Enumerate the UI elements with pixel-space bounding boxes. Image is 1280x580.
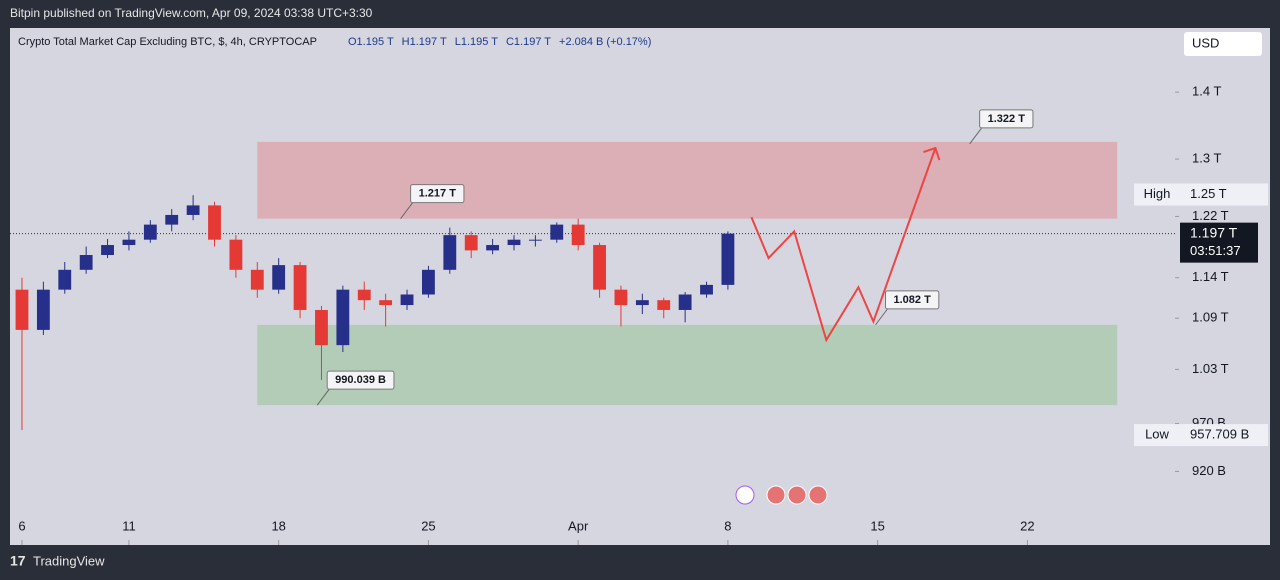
y-tick-label: 920 B: [1192, 463, 1226, 478]
candle-body: [379, 300, 393, 306]
callout: 1.082 T: [875, 290, 940, 326]
candle-body: [400, 294, 414, 306]
candle-body: [528, 239, 542, 241]
x-tick-label: 25: [421, 518, 435, 533]
candle-body: [422, 269, 435, 295]
event-icons: [735, 485, 828, 505]
callout-label: 990.039 B: [335, 374, 386, 386]
callout-box: [410, 184, 465, 204]
high-name: High: [1144, 186, 1171, 201]
chart-pane: [10, 28, 1270, 545]
callout-label: 1.082 T: [894, 294, 932, 306]
candle-body: [657, 300, 671, 310]
candle-body: [464, 235, 478, 251]
x-tick-label: 6: [18, 518, 25, 533]
currency[interactable]: USD: [1192, 35, 1219, 50]
brand-logo: 17: [10, 553, 26, 569]
candle-body: [593, 245, 606, 290]
callout: 1.217 T: [400, 184, 465, 219]
currency-button[interactable]: [1184, 32, 1262, 56]
candle-body: [486, 245, 500, 251]
callout-pointer: [875, 308, 888, 326]
candle-body: [635, 300, 649, 306]
low-name: Low: [1145, 427, 1169, 442]
candle-body: [336, 289, 350, 346]
x-tick-label: Apr: [568, 518, 589, 533]
candle-body: [186, 205, 200, 215]
callout-box: [979, 109, 1034, 129]
callout-pointer: [400, 202, 414, 219]
chart-title: Crypto Total Market Cap Excluding BTC, $…: [18, 36, 317, 48]
candle-body: [36, 289, 50, 330]
y-tick-label: 1.4 T: [1192, 84, 1221, 99]
candle-body: [571, 224, 585, 246]
x-tick-label: 11: [122, 518, 136, 533]
x-tick-label: 15: [870, 518, 884, 533]
current-price: 1.197 T: [1190, 224, 1238, 240]
candle-body: [143, 224, 157, 240]
current-price-tag: [1180, 222, 1258, 263]
x-tick-label: 18: [271, 518, 285, 533]
candle-body: [614, 289, 628, 306]
candle-body: [250, 269, 264, 290]
ohlc-value: +2.084 B (+0.17%): [559, 36, 651, 48]
publisher: Bitpin published on TradingView.com, Apr…: [10, 6, 373, 20]
low-tag: [1134, 424, 1180, 447]
y-tick-label: 1.3 T: [1192, 151, 1221, 166]
callout-box: [885, 290, 940, 310]
high-value-tag: [1180, 183, 1268, 206]
callout-label: 1.217 T: [419, 188, 457, 200]
candle-body: [357, 289, 371, 301]
candle-body: [700, 284, 713, 295]
candle-body: [101, 245, 114, 256]
candle-body: [229, 239, 243, 270]
candle-body: [293, 265, 307, 310]
callout-pointer: [316, 388, 330, 406]
candle-body: [507, 239, 521, 246]
high-tag: [1134, 183, 1180, 206]
callout: 990.039 B: [316, 370, 395, 406]
candle-body: [165, 214, 179, 225]
y-tick-label: 1.14 T: [1192, 269, 1229, 284]
callout-label: 1.322 T: [988, 113, 1026, 125]
ohlc-value: H1.197 T: [402, 36, 447, 48]
projection-line: [750, 147, 937, 343]
y-tick-label: 1.22 T: [1192, 208, 1229, 223]
candle-body: [550, 224, 564, 240]
callout: 1.322 T: [969, 109, 1034, 145]
candle-body: [122, 239, 136, 246]
svg-text:17: 17: [10, 553, 26, 569]
zone: [257, 324, 1118, 406]
low-value: 957.709 B: [1190, 427, 1249, 442]
candle-body: [58, 269, 72, 290]
ohlc-value: O1.195 T: [348, 36, 394, 48]
y-tick-label: 1.09 T: [1192, 310, 1229, 325]
x-tick-label: 8: [724, 518, 731, 533]
ohlc-value: L1.195 T: [455, 36, 499, 48]
candle-body: [443, 235, 457, 270]
candle-body: [208, 205, 221, 240]
ohlc-value: C1.197 T: [506, 36, 551, 48]
low-value-tag: [1180, 424, 1268, 447]
high-value: 1.25 T: [1190, 186, 1227, 201]
candle-body: [678, 294, 692, 310]
y-tick-label: 1.03 T: [1192, 361, 1229, 376]
zone: [257, 141, 1118, 219]
candle-body: [15, 289, 29, 330]
candle-body: [79, 255, 93, 270]
callout-box: [326, 370, 395, 390]
countdown: 03:51:37: [1190, 243, 1241, 258]
candle-body: [721, 233, 735, 285]
callout-pointer: [969, 127, 983, 145]
projection-arrowhead: [923, 146, 941, 161]
candle-body: [315, 309, 328, 346]
candle-body: [272, 265, 286, 290]
x-tick-label: 22: [1020, 518, 1034, 533]
brand: TradingView: [33, 553, 105, 568]
